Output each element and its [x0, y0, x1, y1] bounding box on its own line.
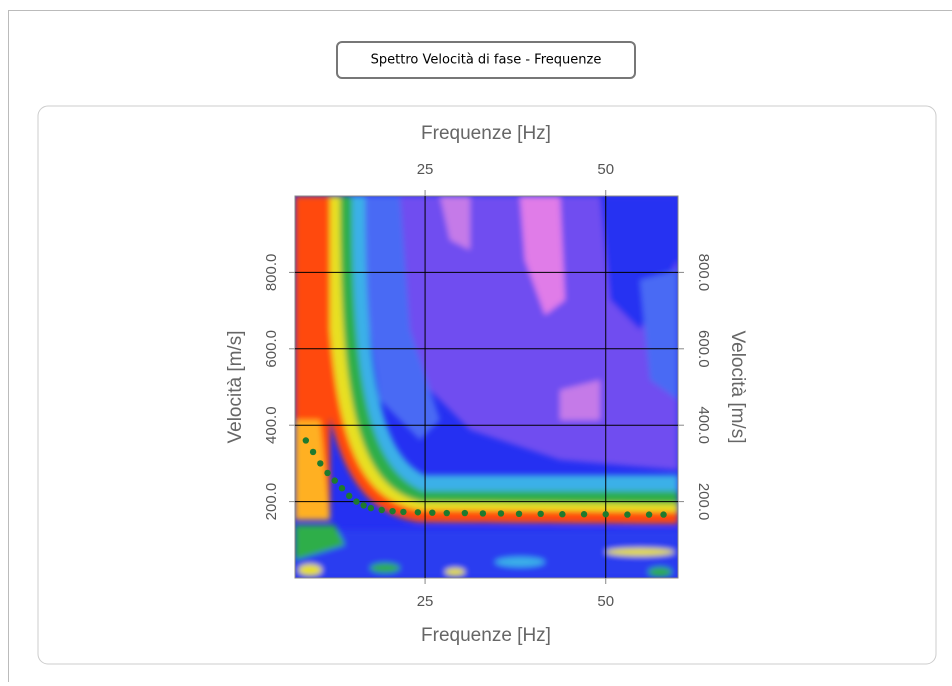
y-tick-label-right: 400.0	[695, 406, 712, 444]
x-axis-title-top: Frequenze [Hz]	[421, 123, 551, 144]
data-point	[302, 437, 310, 444]
data-point	[414, 509, 422, 516]
y-tick-label-left: 800.0	[263, 254, 280, 292]
data-point	[537, 510, 544, 518]
data-point	[367, 504, 375, 512]
data-point	[345, 492, 353, 500]
data-point	[429, 509, 436, 516]
data-point	[353, 498, 360, 505]
y-tick-label-right: 600.0	[695, 330, 712, 368]
y-tick-label-left: 200.0	[263, 483, 280, 521]
data-point	[479, 510, 487, 517]
x-tick-label-bottom: 50	[597, 593, 614, 610]
x-tick-label-bottom: 25	[417, 593, 434, 610]
chart-button[interactable]	[336, 41, 636, 79]
data-point	[624, 511, 631, 518]
data-point	[443, 509, 450, 517]
plot-frame	[294, 195, 679, 579]
y-tick-label-left: 400.0	[263, 406, 280, 444]
data-point	[602, 511, 609, 518]
data-point	[309, 448, 317, 456]
data-point	[331, 477, 338, 484]
y-tick-label-right: 800.0	[695, 254, 712, 292]
data-point	[559, 511, 566, 518]
data-point	[360, 502, 367, 509]
x-tick-label-top: 25	[417, 161, 434, 178]
data-point	[400, 508, 407, 516]
y-axis-title-left: Velocità [m/s]	[225, 331, 246, 444]
data-point	[389, 507, 396, 515]
data-point	[580, 511, 588, 518]
data-point	[645, 511, 653, 518]
spectrum	[295, 196, 678, 578]
y-tick-label-left: 600.0	[263, 330, 280, 368]
data-point	[338, 485, 346, 492]
data-point	[317, 460, 324, 467]
y-axis-title-right: Velocità [m/s]	[727, 331, 748, 444]
spectrum-contours	[295, 196, 678, 578]
x-tick-label-top: 50	[597, 161, 614, 178]
data-point	[378, 506, 385, 514]
button-label[interactable]: Spettro Velocità di fase - Frequenze	[371, 53, 602, 68]
data-point	[660, 511, 667, 518]
y-tick-label-right: 200.0	[695, 483, 712, 521]
data-point	[461, 509, 469, 517]
data-point	[324, 469, 331, 477]
x-axis-title-bottom: Frequenze [Hz]	[421, 625, 551, 646]
data-point	[497, 510, 505, 517]
data-point	[515, 510, 523, 518]
